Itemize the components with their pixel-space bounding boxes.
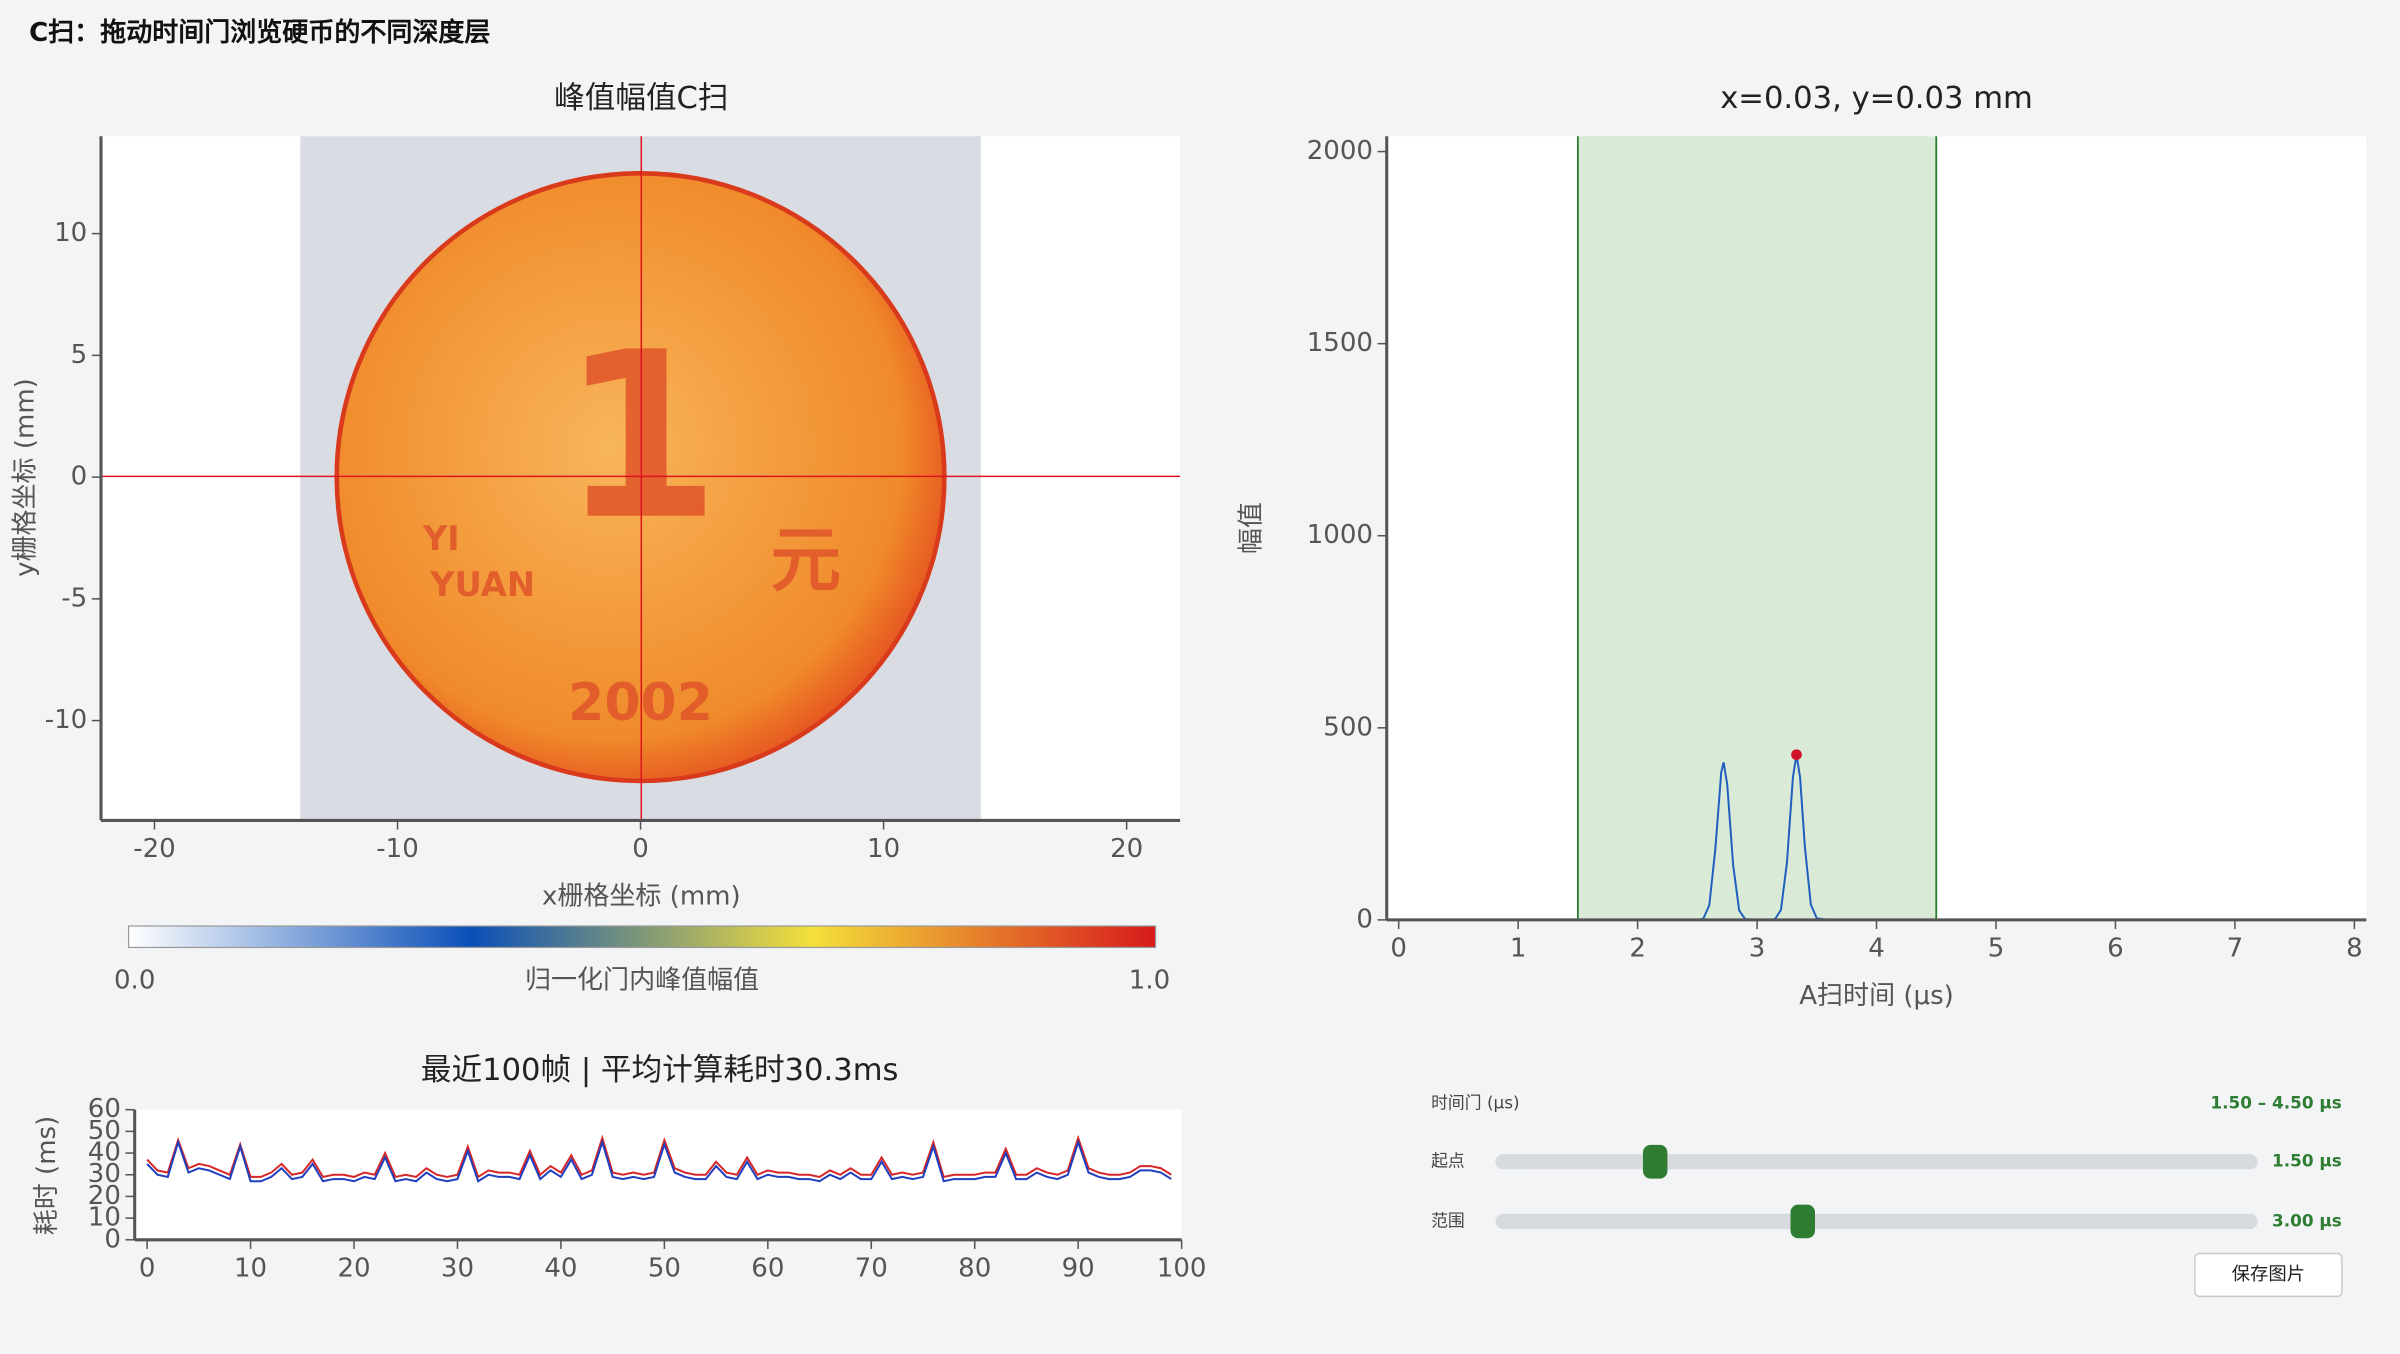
x-tick-label: 2: [1629, 933, 1646, 963]
x-tick-label: 20: [337, 1253, 370, 1283]
y-tick-label: 2000: [1307, 136, 1373, 166]
x-tick-label: 7: [2227, 933, 2244, 963]
slider-value: 3.00 μs: [2272, 1210, 2342, 1230]
colorbar: [127, 925, 1157, 949]
x-tick-label: 20: [1110, 834, 1143, 864]
x-tick-label: 70: [855, 1253, 888, 1283]
x-tick-label: 60: [751, 1253, 784, 1283]
header-title: C扫：拖动时间门浏览硬币的不同深度层: [29, 17, 490, 48]
colorbar-min: 0.0: [114, 966, 155, 996]
x-tick-label: 10: [234, 1253, 267, 1283]
slider-track: [1495, 1213, 2258, 1230]
slider-track: [1495, 1154, 2258, 1170]
y-tick-label: 500: [1323, 712, 1373, 742]
chart-title: x=0.03, y=0.03 mm: [1720, 81, 2033, 116]
y-tick-label: 1500: [1307, 328, 1373, 358]
series-line: [146, 1134, 1172, 1179]
y-tick-label: 20: [88, 1181, 121, 1211]
save-button[interactable]: [2194, 1252, 2343, 1298]
x-axis-label: A扫时间 (μs): [1799, 981, 1954, 1011]
y-tick-label: -5: [61, 583, 87, 613]
x-tick-label: 0: [632, 834, 649, 864]
x-tick-label: 80: [958, 1253, 991, 1283]
chart-title: 峰值幅值C扫: [554, 81, 728, 116]
x-tick-label: 3: [1749, 933, 1766, 963]
chart-title: 最近100帧 | 平均计算耗时30.3ms: [421, 1053, 899, 1088]
x-tick-label: 0: [139, 1253, 156, 1283]
y-tick-label: -10: [45, 705, 88, 735]
slider-label: 起点: [1431, 1151, 1465, 1171]
y-tick-label: 5: [71, 340, 88, 370]
y-axis-label: 幅值: [1237, 502, 1267, 554]
peak-marker: [1791, 749, 1802, 761]
y-tick-label: 50: [88, 1116, 121, 1146]
coin-text: YUAN: [429, 565, 535, 604]
y-tick-label: 0: [1356, 904, 1373, 934]
x-tick-label: 5: [1988, 933, 2005, 963]
y-tick-label: 10: [54, 218, 87, 248]
x-tick-label: 6: [2107, 933, 2124, 963]
slider-label: 范围: [1431, 1210, 1465, 1230]
x-tick-label: 4: [1868, 933, 1885, 963]
series-line: [146, 1138, 1172, 1183]
slider-thumb[interactable]: [1642, 1144, 1668, 1179]
x-tick-label: 100: [1157, 1253, 1207, 1283]
x-tick-label: 50: [648, 1253, 681, 1283]
colorbar-max: 1.0: [1129, 966, 1170, 996]
y-axis-label: y栅格坐标 (mm): [11, 378, 41, 577]
x-axis-label: x栅格坐标 (mm): [542, 881, 741, 911]
x-tick-label: 10: [867, 834, 900, 864]
x-tick-label: 90: [1062, 1253, 1095, 1283]
y-tick-label: 30: [88, 1159, 121, 1189]
coin-text: 元: [771, 519, 841, 601]
y-tick-label: 10: [88, 1203, 121, 1233]
y-tick-label: 60: [88, 1094, 121, 1124]
x-tick-label: 0: [1390, 933, 1407, 963]
y-axis-label: 耗时 (ms): [32, 1116, 62, 1236]
x-tick-label: 1: [1510, 933, 1527, 963]
x-tick-label: -20: [133, 834, 176, 864]
coin-text: YI: [422, 519, 460, 558]
x-tick-label: 40: [544, 1253, 577, 1283]
slider-thumb[interactable]: [1790, 1204, 1816, 1239]
gate-label: 时间门 (μs): [1431, 1093, 1519, 1113]
y-tick-label: 0: [71, 462, 88, 492]
x-tick-label: 30: [441, 1253, 474, 1283]
gate-value: 1.50 – 4.50 μs: [2210, 1093, 2341, 1113]
save-button-label: 保存图片: [2232, 1264, 2305, 1285]
y-tick-label: 40: [88, 1138, 121, 1168]
x-tick-label: -10: [376, 834, 419, 864]
gate: [1577, 136, 1937, 920]
slider-value: 1.50 μs: [2272, 1151, 2342, 1171]
x-tick-label: 8: [2346, 933, 2363, 963]
colorbar-label: 归一化门内峰值幅值: [525, 966, 759, 996]
y-tick-label: 1000: [1307, 520, 1373, 550]
plot-area: [134, 1109, 1182, 1240]
y-tick-label: 0: [104, 1224, 121, 1254]
